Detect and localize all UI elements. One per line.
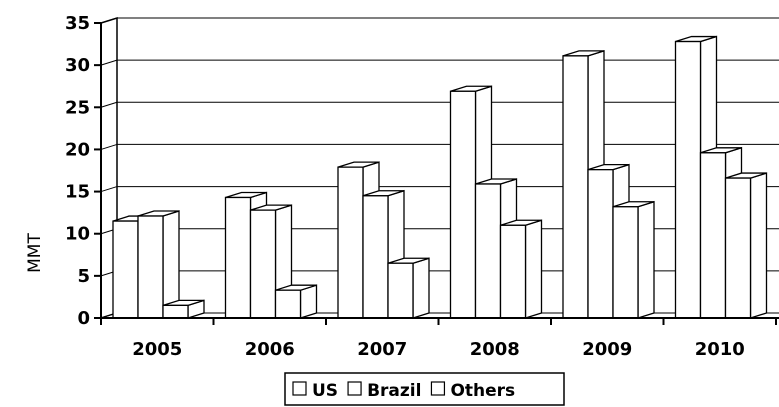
legend-label: US: [312, 381, 338, 401]
y-tick-label: 20: [65, 139, 90, 160]
bar-front: [474, 183, 502, 319]
bar-front: [224, 196, 252, 319]
gridline-depth: [100, 17, 118, 24]
gridline-depth: [100, 186, 118, 193]
y-tick-labels: 0 5 10 15 20 25 30 35: [65, 13, 90, 329]
bar-others-2007: [387, 257, 430, 319]
bar-front: [337, 166, 364, 319]
bar-front: [162, 304, 189, 319]
bar-front: [724, 177, 752, 319]
bar-front: [587, 169, 614, 319]
bar-front: [362, 195, 389, 319]
bar-front: [699, 152, 727, 319]
bar-others-2006: [274, 284, 318, 319]
x-tick-label: 2006: [245, 339, 295, 360]
x-tick-label: 2007: [357, 339, 407, 360]
bar-front: [562, 55, 589, 319]
bar-front: [612, 206, 639, 319]
bar-front: [112, 220, 139, 319]
x-tick-label: 2009: [582, 339, 632, 360]
legend-label: Brazil: [367, 381, 421, 401]
y-tick-label: 35: [65, 13, 90, 34]
legend-swatch: [430, 381, 446, 396]
legend-swatch: [347, 381, 362, 396]
bar-front: [249, 209, 277, 319]
y-tick-label: 0: [77, 308, 90, 329]
legend: US Brazil Others: [284, 372, 565, 406]
bar-side: [412, 257, 430, 319]
legend-item-others: Others: [430, 381, 515, 401]
bar-front: [387, 262, 414, 319]
bar-side: [524, 219, 543, 319]
x-tick-label: 2010: [695, 339, 745, 360]
y-tick-label: 30: [65, 55, 90, 76]
legend-swatch: [292, 381, 307, 396]
bar-front: [674, 40, 702, 319]
bar-front: [499, 224, 527, 319]
bar-front: [137, 215, 164, 319]
bar-side: [749, 172, 768, 319]
bar-others-2008: [499, 219, 543, 319]
legend-item-brazil: Brazil: [347, 381, 421, 401]
y-tick-label: 10: [65, 224, 90, 245]
y-axis-label: MMT: [25, 233, 45, 273]
x-tick-label: 2008: [470, 339, 520, 360]
gridline-depth: [100, 143, 118, 150]
x-tick-labels: 2005 2006 2007 2008 2009 2010: [132, 339, 745, 360]
legend-label: Others: [450, 381, 515, 401]
bar-others-2009: [612, 200, 655, 319]
legend-item-us: US: [292, 381, 338, 401]
y-tick-label: 15: [65, 182, 90, 203]
bar-others-2010: [724, 172, 768, 319]
legend-box: [284, 372, 565, 406]
bar-others-2005: [162, 299, 205, 319]
bar-front: [449, 90, 477, 319]
y-tick-label: 5: [77, 266, 90, 287]
axes: [94, 22, 779, 325]
bar-front: [274, 289, 302, 319]
bars: [112, 35, 768, 319]
gridline-depth: [100, 59, 118, 66]
bar-side: [637, 200, 655, 319]
y-tick-label: 25: [65, 97, 90, 118]
x-tick-label: 2005: [132, 339, 182, 360]
gridline-depth: [100, 101, 118, 108]
